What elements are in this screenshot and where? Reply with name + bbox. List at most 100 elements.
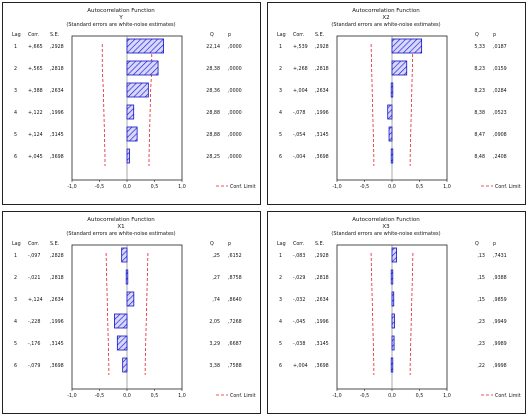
q-value: 8,47 [474,132,485,138]
column-header: Corr. [28,241,39,247]
column-header: p [493,33,496,38]
chart-series-label: X1 [117,224,124,230]
lag-label: 2 [14,66,17,72]
q-value: 8,48 [474,154,485,160]
x-tick-label: 0,5 [416,184,424,190]
se-value: ,2634 [50,297,64,303]
q-value: 3,29 [209,341,220,347]
se-value: ,3145 [50,341,64,347]
chart-subtitle: (Standard errors are white-noise estimat… [331,231,440,237]
corr-value: -,021 [28,275,40,281]
se-value: ,2828 [50,253,64,259]
column-header: p [228,242,231,247]
lag-label: 4 [14,319,17,325]
p-value: ,0000 [228,154,242,160]
se-value: ,3698 [50,154,64,160]
column-header: Q [210,241,214,247]
acf-bar [391,38,423,54]
se-value: ,2634 [315,297,329,303]
acf-bar [126,82,149,98]
corr-value: +,045 [28,154,43,160]
column-header: Lag [277,241,286,247]
x-tick-label: 0,5 [416,393,424,399]
corr-value: +,004 [293,363,308,369]
conf-limit-lower [370,44,375,166]
corr-value: -,032 [293,297,305,303]
lag-label: 4 [279,319,282,325]
acf-bar [122,357,128,373]
q-value: ,15 [477,275,485,281]
q-value: 28,88 [206,110,220,116]
p-value: ,9989 [493,341,507,347]
column-header: S.E. [50,241,59,247]
x-tick-label: -0,5 [360,184,369,190]
x-tick-label: 0,0 [388,393,396,399]
lag-label: 5 [279,341,282,347]
p-value: ,8758 [228,275,242,281]
p-value: ,6687 [228,341,242,347]
se-value: ,1996 [50,319,64,325]
se-value: ,3698 [315,363,329,369]
corr-value: -,228 [28,319,40,325]
x-tick-label: 0,0 [123,184,131,190]
se-value: ,2928 [315,253,329,259]
corr-value: +,565 [28,66,43,72]
acf-bar [114,313,128,329]
legend-label: Conf. Limit [230,184,256,190]
lag-label: 1 [279,253,282,259]
lag-label: 1 [14,253,17,259]
lag-label: 2 [279,275,282,281]
se-value: ,3145 [315,341,329,347]
p-value: ,0523 [493,110,507,116]
column-header: Q [475,32,479,38]
p-value: ,8640 [228,297,242,303]
lag-label: 2 [279,66,282,72]
se-value: ,2928 [50,44,64,50]
x-tick-label: -1,0 [67,393,76,399]
acf-bar [126,60,159,76]
se-value: ,3145 [315,132,329,138]
corr-value: -,083 [293,253,305,259]
q-value: 8,23 [474,88,485,94]
q-value: ,25 [212,253,220,259]
acf-bar [390,82,394,98]
acf-bar [390,269,394,285]
se-value: ,2928 [315,44,329,50]
q-value: 8,23 [474,66,485,72]
acf-bar [390,357,394,373]
q-value: 28,38 [206,66,220,72]
acf-bar [121,247,128,263]
column-header: S.E. [315,32,324,38]
p-value: ,9859 [493,297,507,303]
corr-value: -,045 [293,319,305,325]
corr-value: +,124 [28,132,43,138]
chart-title: Autocorrelation Function [87,217,155,223]
x-tick-label: 0,0 [123,393,131,399]
se-value: ,2634 [315,88,329,94]
corr-value: -,078 [293,110,305,116]
acf-bar [387,104,393,120]
column-header: p [493,242,496,247]
p-value: ,6152 [228,253,242,259]
x-tick-label: -0,5 [360,393,369,399]
lag-label: 3 [14,297,17,303]
corr-value: -,176 [28,341,40,347]
lag-label: 6 [279,363,282,369]
p-value: ,0000 [228,88,242,94]
legend-label: Conf. Limit [230,393,256,399]
acf-bar [125,269,129,285]
column-header: Q [475,241,479,247]
corr-value: -,004 [293,154,305,160]
x-tick-label: -0,5 [95,184,104,190]
chart-title: Autocorrelation Function [352,217,420,223]
p-value: ,0000 [228,44,242,50]
p-value: ,7431 [493,253,507,259]
acf-bar [116,335,128,351]
se-value: ,1996 [315,319,329,325]
q-value: ,15 [477,297,485,303]
corr-value: -,038 [293,341,305,347]
p-value: ,0159 [493,66,507,72]
conf-limit-lower [101,44,106,166]
acf-bar [126,104,135,120]
